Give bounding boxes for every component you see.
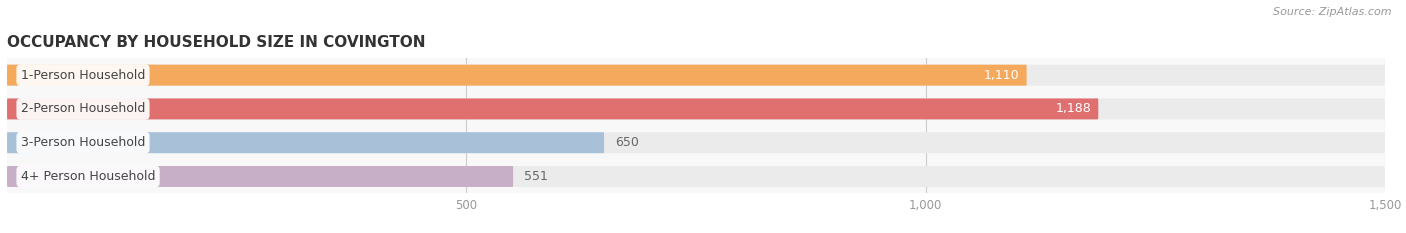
Text: 2-Person Household: 2-Person Household: [21, 103, 145, 115]
Text: 1,110: 1,110: [984, 69, 1019, 82]
Text: 3-Person Household: 3-Person Household: [21, 136, 145, 149]
FancyBboxPatch shape: [7, 166, 513, 187]
FancyBboxPatch shape: [7, 99, 1385, 119]
FancyBboxPatch shape: [7, 65, 1026, 86]
FancyBboxPatch shape: [7, 65, 1385, 86]
Text: OCCUPANCY BY HOUSEHOLD SIZE IN COVINGTON: OCCUPANCY BY HOUSEHOLD SIZE IN COVINGTON: [7, 35, 426, 50]
Text: 1,188: 1,188: [1056, 103, 1091, 115]
Text: 551: 551: [524, 170, 548, 183]
Text: 4+ Person Household: 4+ Person Household: [21, 170, 155, 183]
FancyBboxPatch shape: [7, 132, 1385, 153]
FancyBboxPatch shape: [7, 132, 605, 153]
FancyBboxPatch shape: [7, 99, 1098, 119]
Text: 1-Person Household: 1-Person Household: [21, 69, 145, 82]
Text: 650: 650: [616, 136, 638, 149]
Text: Source: ZipAtlas.com: Source: ZipAtlas.com: [1274, 7, 1392, 17]
FancyBboxPatch shape: [7, 166, 1385, 187]
